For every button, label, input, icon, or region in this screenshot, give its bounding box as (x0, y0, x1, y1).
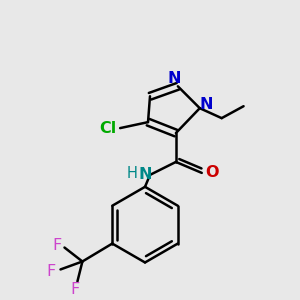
Text: F: F (46, 264, 55, 279)
Text: F: F (71, 282, 80, 297)
Text: Cl: Cl (100, 121, 117, 136)
Text: O: O (205, 165, 218, 180)
Text: N: N (167, 71, 181, 86)
Text: F: F (52, 238, 61, 253)
Text: N: N (200, 97, 214, 112)
Text: H: H (127, 167, 137, 182)
Text: N: N (138, 167, 152, 182)
